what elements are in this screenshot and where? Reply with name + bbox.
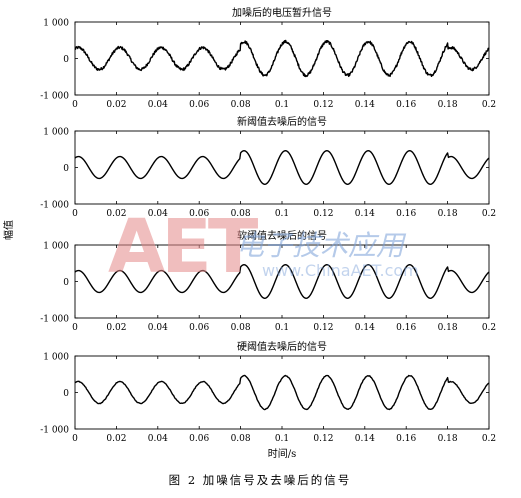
x-tick-label: 0.12 bbox=[313, 209, 333, 219]
x-tick-label: 0.16 bbox=[396, 209, 416, 219]
x-tick-label: 0.1 bbox=[275, 100, 289, 110]
x-tick-label: 0.08 bbox=[231, 434, 251, 444]
watermark-script: 电子技术应用 bbox=[236, 229, 407, 262]
signal-trace bbox=[75, 40, 489, 76]
y-tick-label: -1 000 bbox=[40, 201, 69, 211]
y-tick-label: -1 000 bbox=[40, 315, 69, 325]
x-tick-label: 0 bbox=[72, 209, 78, 219]
x-tick-label: 0.04 bbox=[148, 434, 168, 444]
x-tick-label: 0.14 bbox=[355, 100, 375, 110]
y-tick-label: 1 000 bbox=[43, 19, 69, 29]
panel-title: 新阈值去噪后的信号 bbox=[237, 115, 327, 128]
panel-1: 加噪后的电压暂升信号1 0000-1 0000 0.02 0.04 0.06 0.08 0… bbox=[40, 6, 496, 110]
figure-caption: 图 2 加噪信号及去噪后的信号 bbox=[169, 473, 352, 487]
x-tick-label: 0.14 bbox=[355, 323, 375, 333]
panel-title: 加噪后的电压暂升信号 bbox=[232, 6, 332, 19]
y-tick-label: -1 000 bbox=[40, 92, 69, 102]
x-tick-label: 0.2 bbox=[482, 323, 496, 333]
x-tick-label: 0.1 bbox=[275, 434, 289, 444]
x-tick-label: 0.12 bbox=[313, 100, 333, 110]
panel-4: 硬阈值去噪后的信号1 0000-1 0000 0.02 0.04 0.06 0.08 0.… bbox=[40, 340, 496, 444]
x-tick-label: 0.1 bbox=[275, 209, 289, 219]
y-axis-label: 幅值 bbox=[2, 220, 15, 240]
y-tick-label: 0 bbox=[63, 389, 69, 399]
x-tick-label: 0 bbox=[72, 323, 78, 333]
x-tick-label: 0.16 bbox=[396, 323, 416, 333]
x-tick-label: 0.06 bbox=[189, 323, 209, 333]
x-tick-label: 0.04 bbox=[148, 323, 168, 333]
x-tick-label: 0.18 bbox=[438, 323, 458, 333]
y-tick-label: 1 000 bbox=[43, 242, 69, 252]
y-tick-label: 1 000 bbox=[43, 128, 69, 138]
y-tick-label: 0 bbox=[63, 55, 69, 65]
signal-trace bbox=[75, 151, 489, 185]
x-tick-label: 0.06 bbox=[189, 434, 209, 444]
x-tick-label: 0.08 bbox=[231, 100, 251, 110]
y-tick-label: 1 000 bbox=[43, 353, 69, 363]
signal-trace bbox=[75, 375, 489, 409]
x-tick-label: 0.02 bbox=[106, 100, 126, 110]
x-tick-label: 0.18 bbox=[438, 100, 458, 110]
y-tick-label: -1 000 bbox=[40, 426, 69, 436]
x-tick-label: 0.18 bbox=[438, 209, 458, 219]
plot-frame bbox=[75, 22, 489, 95]
x-tick-label: 0.12 bbox=[313, 323, 333, 333]
y-tick-label: 0 bbox=[63, 278, 69, 288]
x-tick-label: 0.04 bbox=[148, 100, 168, 110]
x-tick-label: 0.02 bbox=[106, 434, 126, 444]
y-tick-label: 0 bbox=[63, 164, 69, 174]
x-tick-label: 0.2 bbox=[482, 209, 496, 219]
x-tick-label: 0.06 bbox=[189, 100, 209, 110]
x-tick-label: 0.2 bbox=[482, 434, 496, 444]
watermark-url: www.ChinaAET.com bbox=[262, 261, 419, 280]
x-tick-label: 0.14 bbox=[355, 209, 375, 219]
x-tick-label: 0.16 bbox=[396, 100, 416, 110]
x-tick-label: 0.08 bbox=[231, 323, 251, 333]
plot-frame bbox=[75, 356, 489, 429]
plot-frame bbox=[75, 131, 489, 204]
panel-title: 硬阈值去噪后的信号 bbox=[237, 340, 327, 353]
x-tick-label: 0.16 bbox=[396, 434, 416, 444]
x-tick-label: 0.02 bbox=[106, 323, 126, 333]
x-tick-label: 0.2 bbox=[482, 100, 496, 110]
x-tick-label: 0.1 bbox=[275, 323, 289, 333]
x-tick-label: 0.18 bbox=[438, 434, 458, 444]
x-tick-label: 0.14 bbox=[355, 434, 375, 444]
x-tick-label: 0 bbox=[72, 434, 78, 444]
x-tick-label: 0 bbox=[72, 100, 78, 110]
x-axis-label: 时间/s bbox=[268, 447, 297, 460]
x-tick-label: 0.12 bbox=[313, 434, 333, 444]
